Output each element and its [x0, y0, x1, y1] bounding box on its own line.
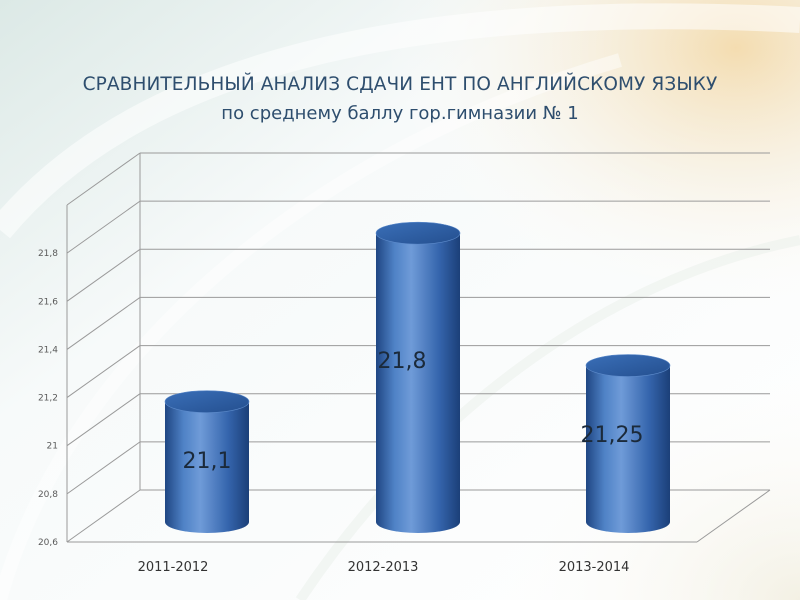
bar-body	[165, 401, 249, 533]
bar-body	[586, 365, 670, 533]
gridline-side	[66, 200, 141, 254]
x-tick-label: 2013-2014	[559, 560, 630, 575]
bars: 21,1 21,8 21,25	[164, 221, 671, 533]
gridline-side	[66, 297, 141, 350]
bar: 21,1	[164, 390, 250, 533]
y-axis-ticks: 20,6 20,8 21 21,2 21,4 21,6 21,8	[38, 249, 58, 548]
data-label: 21,1	[183, 449, 232, 474]
floor-right-edge	[696, 489, 771, 543]
bar-top	[164, 390, 250, 413]
bar: 21,25	[581, 354, 671, 533]
y-tick-label: 21,6	[38, 297, 58, 307]
gridline-side	[66, 441, 141, 495]
gridline-side	[66, 345, 141, 398]
data-label: 21,25	[581, 423, 644, 448]
x-axis-ticks: 2011-2012 2012-2013 2013-2014	[138, 560, 630, 575]
chart-title: СРАВНИТЕЛЬНЫЙ АНАЛИЗ СДАЧИ ЕНТ ПО АНГЛИЙ…	[82, 74, 718, 95]
chart-subtitle: по среднему баллу гор.гимназии № 1	[221, 103, 579, 124]
y-tick-label: 21	[47, 442, 58, 452]
data-label: 21,8	[378, 349, 427, 374]
y-tick-label: 20,6	[38, 538, 58, 548]
x-tick-label: 2012-2013	[348, 560, 419, 575]
y-tick-label: 20,8	[38, 490, 58, 500]
bar-body	[376, 233, 460, 533]
gridline-side	[66, 393, 141, 447]
gridline-side	[66, 248, 141, 302]
bar-top	[375, 221, 461, 245]
bar-top	[585, 354, 671, 377]
x-tick-label: 2011-2012	[138, 560, 209, 575]
gridline-side	[66, 152, 141, 206]
bar: 21,8	[375, 221, 461, 533]
y-tick-label: 21,2	[38, 394, 58, 404]
y-tick-label: 21,8	[38, 249, 58, 259]
gridline-side	[66, 489, 141, 543]
y-tick-label: 21,4	[38, 345, 58, 355]
